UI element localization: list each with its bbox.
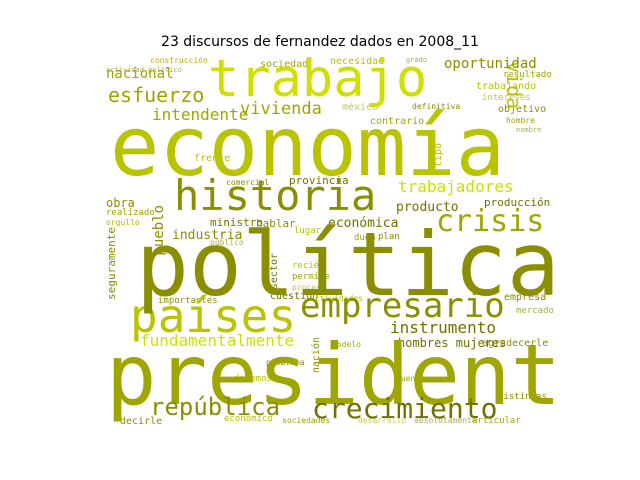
word-comercial: comercial	[226, 178, 270, 187]
word-permite: permite	[292, 272, 330, 282]
word-cloud: construcción sociedad necesidad grado re…	[106, 57, 562, 426]
word-producto: producto	[396, 200, 459, 215]
page-title: 23 discursos de fernandez dados en 2008_…	[161, 34, 479, 50]
word-produccion: producción	[484, 196, 551, 209]
word-cuenta: cuenta	[396, 374, 425, 383]
word-definitiva: definitiva	[412, 102, 461, 111]
word-objetivo: objetivo	[498, 104, 547, 115]
word-orgullo: orgullo	[106, 218, 140, 227]
word-nacional: nacional	[106, 66, 174, 82]
word-agradecerle: agradecerle	[482, 338, 549, 349]
word-hombre: hombre	[506, 116, 535, 125]
word-industria: industria	[172, 228, 243, 243]
word-empresario: empresario	[300, 286, 505, 326]
word-economia: economía	[110, 100, 505, 195]
word-politica: política	[136, 213, 560, 316]
word-intereses: intereses	[482, 93, 531, 103]
word-nombre: nombre	[516, 126, 542, 134]
word-importantes: importantes	[158, 296, 218, 306]
word-crecimiento: crecimiento	[312, 392, 498, 425]
word-crisis: crisis	[436, 204, 545, 239]
word-actividades: actividades	[310, 294, 363, 303]
word-debemos: debemos	[234, 374, 272, 384]
word-hablar: hablar	[256, 217, 296, 230]
word-publico: público	[210, 238, 244, 247]
word-economica: económica	[328, 216, 399, 231]
word-articular: articular	[472, 416, 521, 426]
word-recien: recién	[292, 261, 325, 271]
word-construccion: construcción	[150, 57, 208, 65]
word-historia: historia	[174, 171, 377, 220]
word-vida: vida	[502, 61, 526, 110]
word-trabajadores: trabajadores	[398, 177, 514, 196]
word-sociedades: sociedades	[282, 416, 331, 425]
word-ministro: ministro	[210, 216, 263, 229]
word-oportunidad: oportunidad	[444, 57, 537, 72]
word-trabajo: trabajo	[208, 57, 428, 109]
word-hombres-mujeres: hombres mujeres	[398, 336, 507, 350]
word-distintas: distintas	[498, 392, 547, 402]
word-empresa: empresa	[504, 292, 547, 303]
word-provincia: provincia	[289, 174, 349, 187]
word-proceso: proceso	[292, 283, 326, 292]
word-lugar: lugar	[294, 226, 322, 236]
word-instrumento: instrumento	[390, 318, 496, 337]
word-economico: económico	[224, 414, 273, 424]
word-sociedad: sociedad	[260, 59, 309, 70]
word-absolutamente: absolutamente	[414, 416, 477, 425]
word-mercado: mercado	[516, 306, 554, 316]
word-mexico: méxico	[342, 102, 379, 113]
word-intendente: intendente	[152, 105, 249, 124]
word-actividad-politica: actividad político	[106, 66, 182, 74]
word-esfuerzo: esfuerzo	[108, 83, 205, 107]
word-plan: plan	[378, 232, 400, 242]
word-modelo: modelo	[332, 340, 361, 349]
word-realizado: realizado	[106, 208, 155, 218]
word-cuestion: cuestión	[270, 291, 319, 302]
word-duda: duda	[354, 233, 376, 243]
word-contrario: contrario	[370, 116, 425, 127]
word-presidenta: presidenta	[106, 326, 562, 424]
word-desarrollo: desarrollo	[358, 416, 407, 425]
word-decirle: decirle	[120, 416, 163, 427]
word-trabajando: trabajando	[476, 81, 537, 92]
word-paises: países	[130, 289, 297, 343]
word-fundamentalmente: fundamentalmente	[140, 331, 295, 350]
word-seguramente: seguramente	[106, 227, 118, 300]
word-resultado: resultado	[503, 70, 552, 80]
word-grado: grado	[406, 57, 428, 64]
word-problema: problema	[266, 358, 305, 367]
word-frente: frente	[194, 153, 231, 164]
word-vivienda: vivienda	[240, 99, 322, 119]
word-obra: obra	[106, 196, 135, 210]
word-necesidad: necesidad	[330, 57, 385, 67]
word-republica: república	[150, 393, 281, 421]
